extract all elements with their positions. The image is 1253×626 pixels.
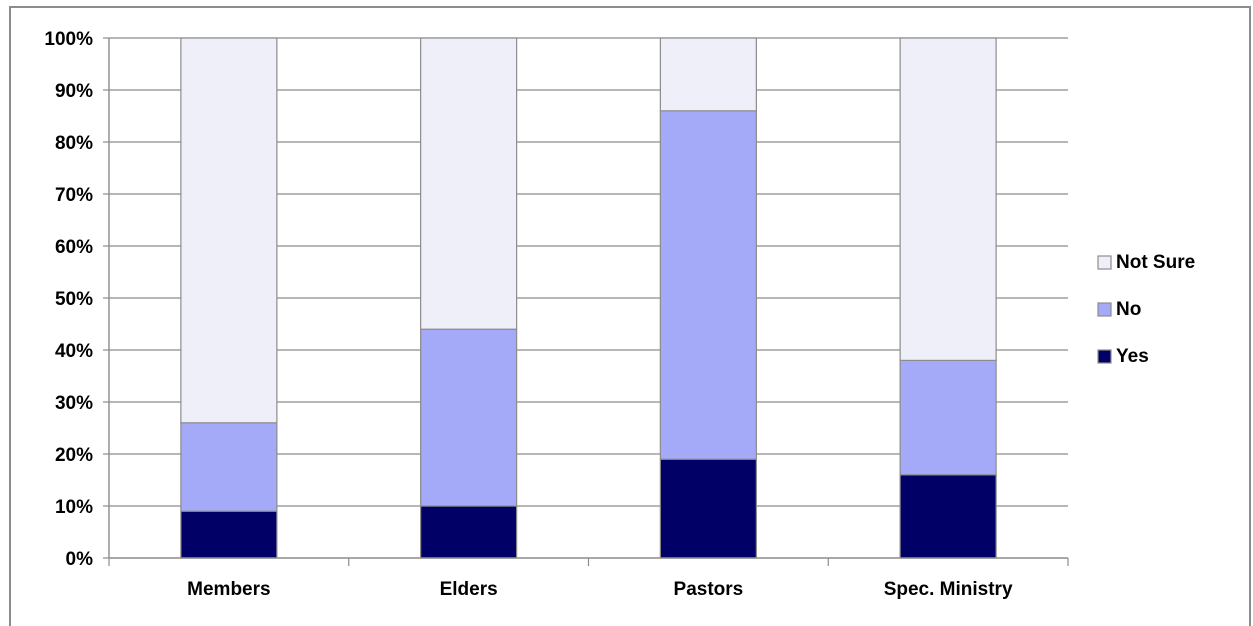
legend-swatch-no (1097, 302, 1112, 317)
y-tick-label: 20% (55, 445, 93, 466)
bar-segment-yes (420, 505, 518, 559)
y-tick-label: 70% (55, 185, 93, 206)
y-tick-label: 60% (55, 237, 93, 258)
bar-segment-yes (899, 474, 997, 559)
bar-segment-not-sure (420, 37, 518, 330)
x-tick-label: Pastors (674, 579, 744, 600)
bar-segment-yes (659, 458, 757, 559)
y-tick-label: 50% (55, 289, 93, 310)
bar-segment-no (659, 110, 757, 460)
x-tick-label: Spec. Ministry (884, 579, 1013, 600)
y-tick-label: 100% (44, 29, 93, 50)
legend-swatch-yes (1097, 349, 1112, 364)
y-tick-label: 10% (55, 497, 93, 518)
legend-label-not-sure: Not Sure (1116, 252, 1195, 273)
x-tick-label: Members (187, 579, 270, 600)
legend-swatch-not-sure (1097, 255, 1112, 270)
bars (180, 37, 997, 559)
axes (103, 37, 1069, 566)
y-tick-label: 90% (55, 81, 93, 102)
bar-segment-no (420, 328, 518, 507)
legend-label-yes: Yes (1116, 346, 1149, 367)
chart-frame (9, 6, 1251, 626)
x-tick-label: Elders (440, 579, 498, 600)
bar-segment-no (180, 422, 278, 512)
bar-segment-no (899, 359, 997, 476)
bar-segment-yes (180, 510, 278, 559)
y-tick-label: 40% (55, 341, 93, 362)
bar-segment-not-sure (180, 37, 278, 424)
legend: Not Sure No Yes (1097, 252, 1195, 367)
bar-segment-not-sure (659, 37, 757, 112)
y-tick-label: 80% (55, 133, 93, 154)
y-tick-label: 30% (55, 393, 93, 414)
legend-label-no: No (1116, 299, 1141, 320)
tick-labels: 0% 10% 20% 30% 40% 50% 60% 70% 80% 90% 100% Members… (44, 29, 1013, 600)
bar-segment-not-sure (899, 37, 997, 361)
y-tick-label: 0% (66, 549, 94, 570)
